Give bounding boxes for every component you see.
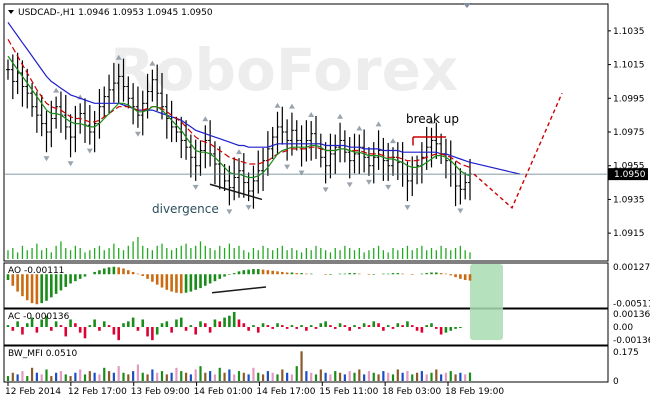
price-tick-label: 1.0935 — [613, 195, 645, 205]
current-price-label: 1.0950 — [614, 170, 646, 180]
watermark: RoboForex — [110, 36, 458, 104]
indicator-layer — [6, 266, 472, 381]
fractal-down-icon — [43, 156, 50, 162]
fractal-up-icon — [149, 60, 156, 66]
fractal-down-icon — [346, 182, 353, 188]
fractal-down-icon — [404, 205, 411, 211]
ac-label: AC -0.000136 — [8, 312, 70, 322]
divergence-annotation: divergence — [152, 202, 219, 216]
forecast-highlight-zone — [470, 264, 503, 340]
fractal-down-icon — [365, 179, 372, 185]
x-tick-label: 12 Feb 2014 — [5, 387, 61, 397]
x-tick-label: 14 Feb 01:00 — [194, 387, 253, 397]
x-tick-label: 15 Feb 11:00 — [319, 387, 378, 397]
fractal-up-icon — [53, 87, 60, 93]
price-tick-label: 1.0975 — [613, 128, 645, 138]
ac-tick-label: 0.00136 — [613, 310, 650, 320]
fractal-down-icon — [245, 205, 252, 211]
fractal-down-icon — [67, 161, 74, 167]
price-tick-label: 1.1035 — [613, 27, 645, 37]
ao-panel-frame — [3, 262, 609, 309]
fractal-down-icon — [457, 208, 464, 214]
x-tick-label: 12 Feb 17:00 — [68, 387, 127, 397]
fractal-down-icon — [322, 187, 329, 193]
symbol-header: USDCAD-,H1 1.0946 1.0953 1.0945 1.0950 — [18, 8, 213, 18]
mfi-label: BW_MFI 0.0510 — [8, 349, 77, 359]
x-tick-label: 18 Feb 19:00 — [445, 387, 504, 397]
fractal-up-icon — [337, 113, 344, 119]
price-layer — [5, 22, 607, 259]
fractal-up-icon — [390, 138, 396, 144]
x-tick-label: 18 Feb 03:00 — [382, 387, 441, 397]
price-tick-label: 1.1015 — [613, 61, 645, 71]
fractal-down-icon — [86, 148, 93, 154]
mfi-tick-label: 0.175 — [613, 348, 639, 358]
fractal-down-icon — [298, 170, 305, 176]
ma-blue-line — [7, 22, 471, 163]
fractal-up-icon — [274, 102, 281, 108]
x-tick-label: 13 Feb 09:00 — [131, 387, 190, 397]
fractal-up-icon — [308, 112, 315, 118]
fractal-down-icon — [134, 131, 141, 137]
forecast-path — [473, 92, 563, 210]
fractal-up-icon — [288, 103, 295, 109]
divergence-line-price — [209, 183, 263, 201]
fractal-up-icon — [375, 121, 382, 127]
ac-tick-label: 0.00 — [613, 323, 633, 333]
divergence-line-ao — [211, 286, 267, 294]
ao-tick-label: 0.00127 — [613, 263, 650, 273]
ao-tick-label: -0.00511 — [613, 300, 650, 310]
fractal-up-icon — [356, 125, 363, 131]
collapse-triangle-icon[interactable] — [8, 10, 14, 14]
overlay-layer — [209, 92, 563, 340]
fractal-down-icon — [284, 164, 291, 170]
ma-blue-extension — [469, 161, 521, 175]
breakout-annotation: break up — [406, 112, 459, 126]
x-tick-label: 14 Feb 17:00 — [256, 387, 315, 397]
ac-tick-label: -0.00136 — [613, 336, 650, 346]
chart-shift-marker-icon[interactable] — [463, 3, 471, 8]
fractal-up-icon — [202, 116, 209, 122]
axis-layer: 1.1035 1.1015 1.0995 1.0975 1.0955 1.0935 1.09… — [5, 27, 650, 397]
fractal-up-icon — [115, 54, 122, 60]
ma-red-line — [7, 39, 471, 168]
price-tick-label: 1.0995 — [613, 94, 645, 104]
fractal-down-icon — [226, 209, 233, 215]
fractal-down-icon — [192, 184, 199, 190]
fractal-down-icon — [385, 184, 392, 190]
fractal-up-icon — [236, 149, 242, 155]
mfi-tick-label: 0 — [613, 377, 619, 387]
price-tick-label: 1.0955 — [613, 162, 645, 172]
price-tick-label: 1.0915 — [613, 229, 645, 239]
current-price-box — [608, 168, 648, 181]
ao-label: AO -0.00111 — [8, 266, 64, 276]
fractal-up-icon — [428, 118, 435, 124]
